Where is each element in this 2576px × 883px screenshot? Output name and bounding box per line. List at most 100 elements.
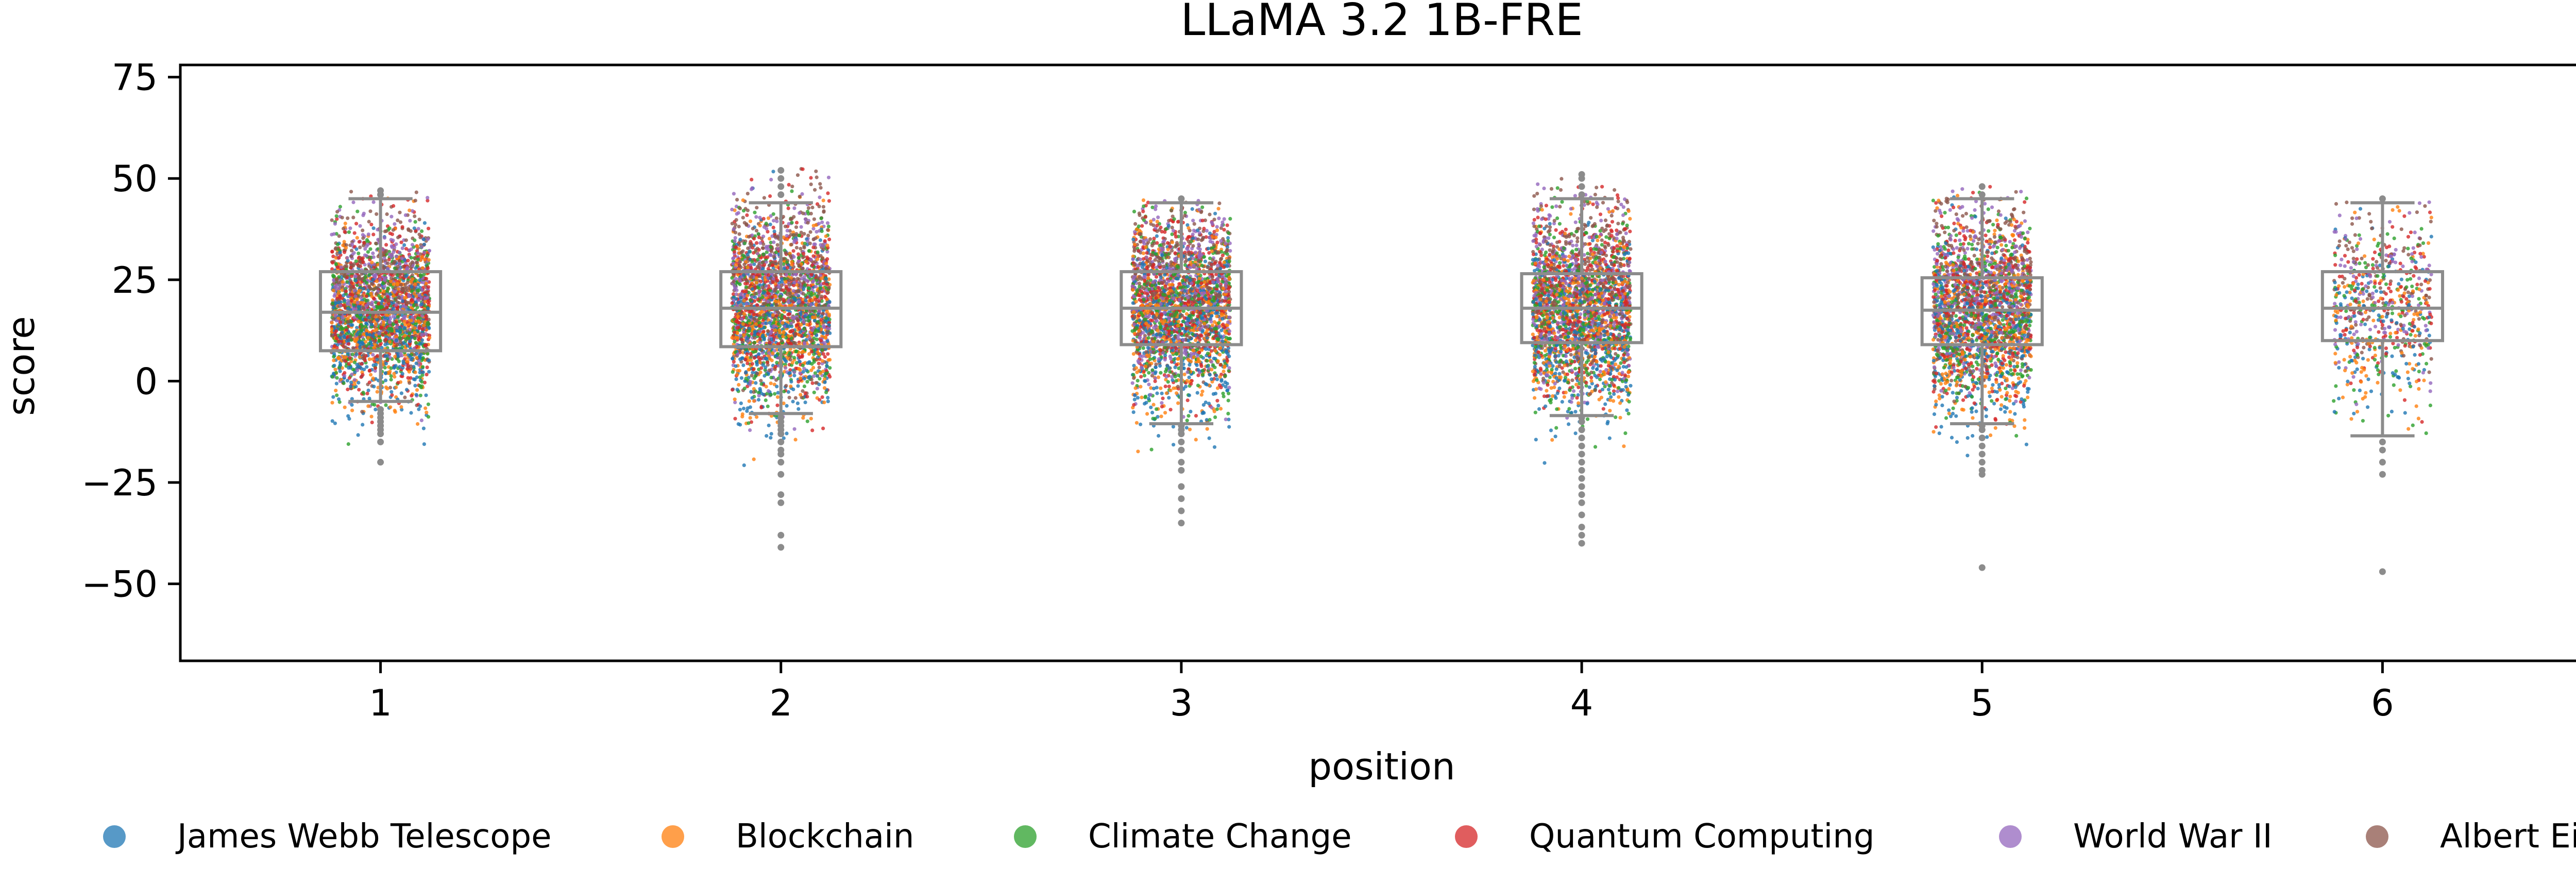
strip-point [818,286,822,290]
strip-point [380,346,384,350]
strip-point [358,245,362,249]
strip-point [391,307,395,311]
strip-point [820,359,824,363]
strip-point [815,257,820,261]
strip-point [757,352,761,356]
strip-point [745,213,749,217]
strip-point [334,381,338,386]
strip-point [396,236,400,240]
strip-point [396,287,400,291]
strip-point [375,279,379,284]
strip-point [345,280,349,284]
strip-point [755,206,759,210]
strip-point [816,329,820,334]
strip-point [398,340,403,344]
strip-point [419,302,423,306]
strip-point [331,306,335,310]
strip-point [820,220,824,224]
strip-point [382,236,387,240]
strip-point [753,336,757,340]
strip-point [344,246,348,250]
strip-point [409,298,414,303]
strip-point [389,390,394,394]
strip-point [363,318,368,322]
strip-point [745,336,750,340]
strip-point [741,198,745,202]
strip-point [369,322,374,326]
strip-point [336,356,340,360]
strip-point [820,395,824,399]
strip-point [754,248,758,252]
strip-point [402,326,406,330]
strip-point [771,170,775,174]
strip-point [814,309,818,313]
strip-point [363,324,367,328]
strip-point [330,232,334,237]
strip-point [409,280,413,284]
strip-point [384,385,388,389]
strip-point [745,192,750,196]
strip-point [389,377,393,382]
strip-point [730,222,734,226]
strip-point [351,200,355,205]
strip-point [338,205,343,209]
strip-point [826,224,831,228]
strip-point [357,274,362,278]
strip-point [799,312,803,316]
strip-point [391,238,395,242]
strip-point [349,274,354,278]
strip-point [773,261,777,265]
strip-point [424,277,429,281]
strip-point [377,338,381,342]
strip-point [386,266,390,271]
strip-point [736,369,740,373]
strip-point [351,215,355,220]
strip-point [814,357,818,362]
strip-point [330,401,334,405]
strip-point [342,381,346,386]
strip-point [757,248,761,252]
strip-point [775,243,779,247]
strip-point [383,250,387,254]
strip-point [417,407,421,411]
strip-point [364,328,368,332]
strip-point [404,388,409,392]
strip-point [401,299,405,304]
strip-point [416,289,420,293]
strip-point [732,250,736,254]
strip-point [809,257,813,262]
strip-point [414,393,418,397]
strip-point [771,225,775,229]
strip-point [412,364,416,369]
strip-point [807,319,811,323]
strip-point [362,241,366,245]
strip-point [744,285,748,289]
strip-point [374,362,378,366]
strip-point [361,390,365,395]
strip-point [418,278,422,282]
strip-point [425,253,430,258]
strip-point [400,372,404,376]
strip-point [368,247,372,251]
strip-point [758,387,762,391]
strip-point [734,364,738,368]
strip-point [736,352,740,356]
strip-point [410,285,414,289]
strip-point [384,337,388,342]
strip-point [809,182,813,187]
strip-point [391,314,395,319]
strip-point [821,247,825,252]
strip-point [360,277,364,281]
strip-point [390,253,394,258]
strip-point [766,311,770,315]
strip-point [757,265,761,270]
strip-point [824,390,828,394]
strip-point [748,416,752,420]
strip-point [827,237,832,241]
strip-point [349,254,353,259]
strip-point [790,316,794,320]
strip-point [352,382,357,386]
strip-point [826,175,831,179]
strip-point [401,361,405,365]
